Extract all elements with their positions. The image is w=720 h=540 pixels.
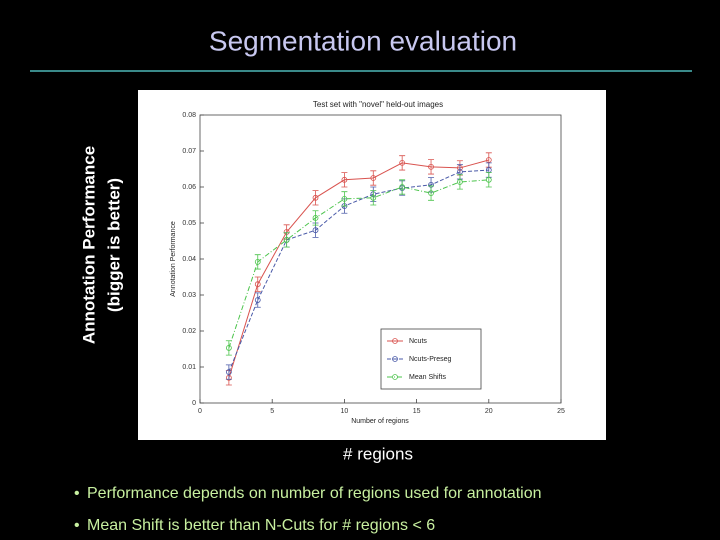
chart-panel: [138, 90, 606, 440]
error-bar: [225, 340, 232, 356]
legend-marker: [392, 374, 398, 380]
error-bar: [225, 364, 232, 380]
y-tick-label: 0.01: [182, 364, 196, 371]
y-tick-label: 0.07: [182, 148, 196, 155]
y-axis-label: Annotation Performance: [170, 221, 177, 297]
x-axis-label: Number of regions: [351, 418, 409, 425]
error-bar: [370, 170, 377, 186]
error-bar: [399, 155, 406, 171]
point: [428, 163, 434, 170]
y-tick-label: 0.08: [182, 112, 196, 119]
bullet-dot: •: [74, 517, 80, 534]
legend-label: Ncuts: [409, 338, 427, 345]
error-bar: [283, 232, 290, 248]
error-bar: [428, 185, 435, 201]
error-bar: [428, 159, 435, 175]
error-bar: [456, 174, 463, 190]
point: [370, 194, 377, 201]
x-tick-label: 10: [341, 408, 349, 415]
x-tick-label: 20: [485, 408, 493, 415]
point: [312, 227, 319, 234]
side-label: Annotation Performance: [79, 146, 98, 344]
series-line: [228, 169, 489, 373]
point: [485, 176, 492, 183]
error-bar: [312, 210, 319, 226]
legend-label: Mean Shifts: [409, 374, 446, 381]
error-bar: [254, 276, 261, 292]
side-label: (bigger is better): [104, 178, 123, 312]
y-tick-label: 0: [192, 400, 196, 407]
error-bar: [254, 254, 261, 270]
error-bar: [485, 172, 492, 188]
point: [283, 237, 290, 243]
point: [254, 297, 261, 303]
error-bar: [341, 191, 348, 207]
series-line: [228, 179, 489, 349]
point: [399, 159, 406, 166]
series-line: [228, 159, 489, 378]
error-bar: [341, 172, 348, 188]
point: [312, 194, 319, 201]
y-tick-label: 0.06: [182, 184, 196, 191]
legend-marker: [392, 338, 398, 344]
y-tick-label: 0.03: [182, 292, 196, 299]
error-bar: [370, 190, 377, 206]
x-tick-label: 25: [557, 408, 565, 415]
x-caption: # regions: [343, 444, 413, 463]
point: [457, 179, 463, 185]
point: [254, 281, 261, 288]
point: [225, 369, 232, 375]
legend-marker: [392, 356, 398, 362]
x-tick-label: 5: [270, 408, 274, 415]
bullet-dot: •: [74, 485, 80, 502]
chart-title: Test set with "novel" held-out images: [313, 100, 443, 109]
point: [312, 215, 319, 221]
point: [370, 175, 377, 181]
error-bar: [399, 179, 406, 195]
y-tick-label: 0.02: [182, 328, 196, 335]
point: [254, 258, 261, 265]
point: [428, 190, 434, 197]
point: [341, 195, 348, 202]
error-bar: [254, 292, 261, 308]
bullet: Performance depends on number of regions…: [87, 485, 542, 502]
point: [341, 176, 348, 183]
point: [399, 184, 406, 190]
y-tick-label: 0.05: [182, 220, 196, 227]
legend-label: Ncuts-Preseg: [409, 356, 452, 363]
error-bar: [312, 190, 319, 206]
bullet: Mean Shift is better than N-Cuts for # r…: [87, 517, 435, 534]
x-tick-label: 0: [198, 408, 202, 415]
slide-title: Segmentation evaluation: [209, 25, 517, 56]
x-tick-label: 15: [413, 408, 421, 415]
point: [225, 345, 232, 351]
y-tick-label: 0.04: [182, 256, 196, 263]
